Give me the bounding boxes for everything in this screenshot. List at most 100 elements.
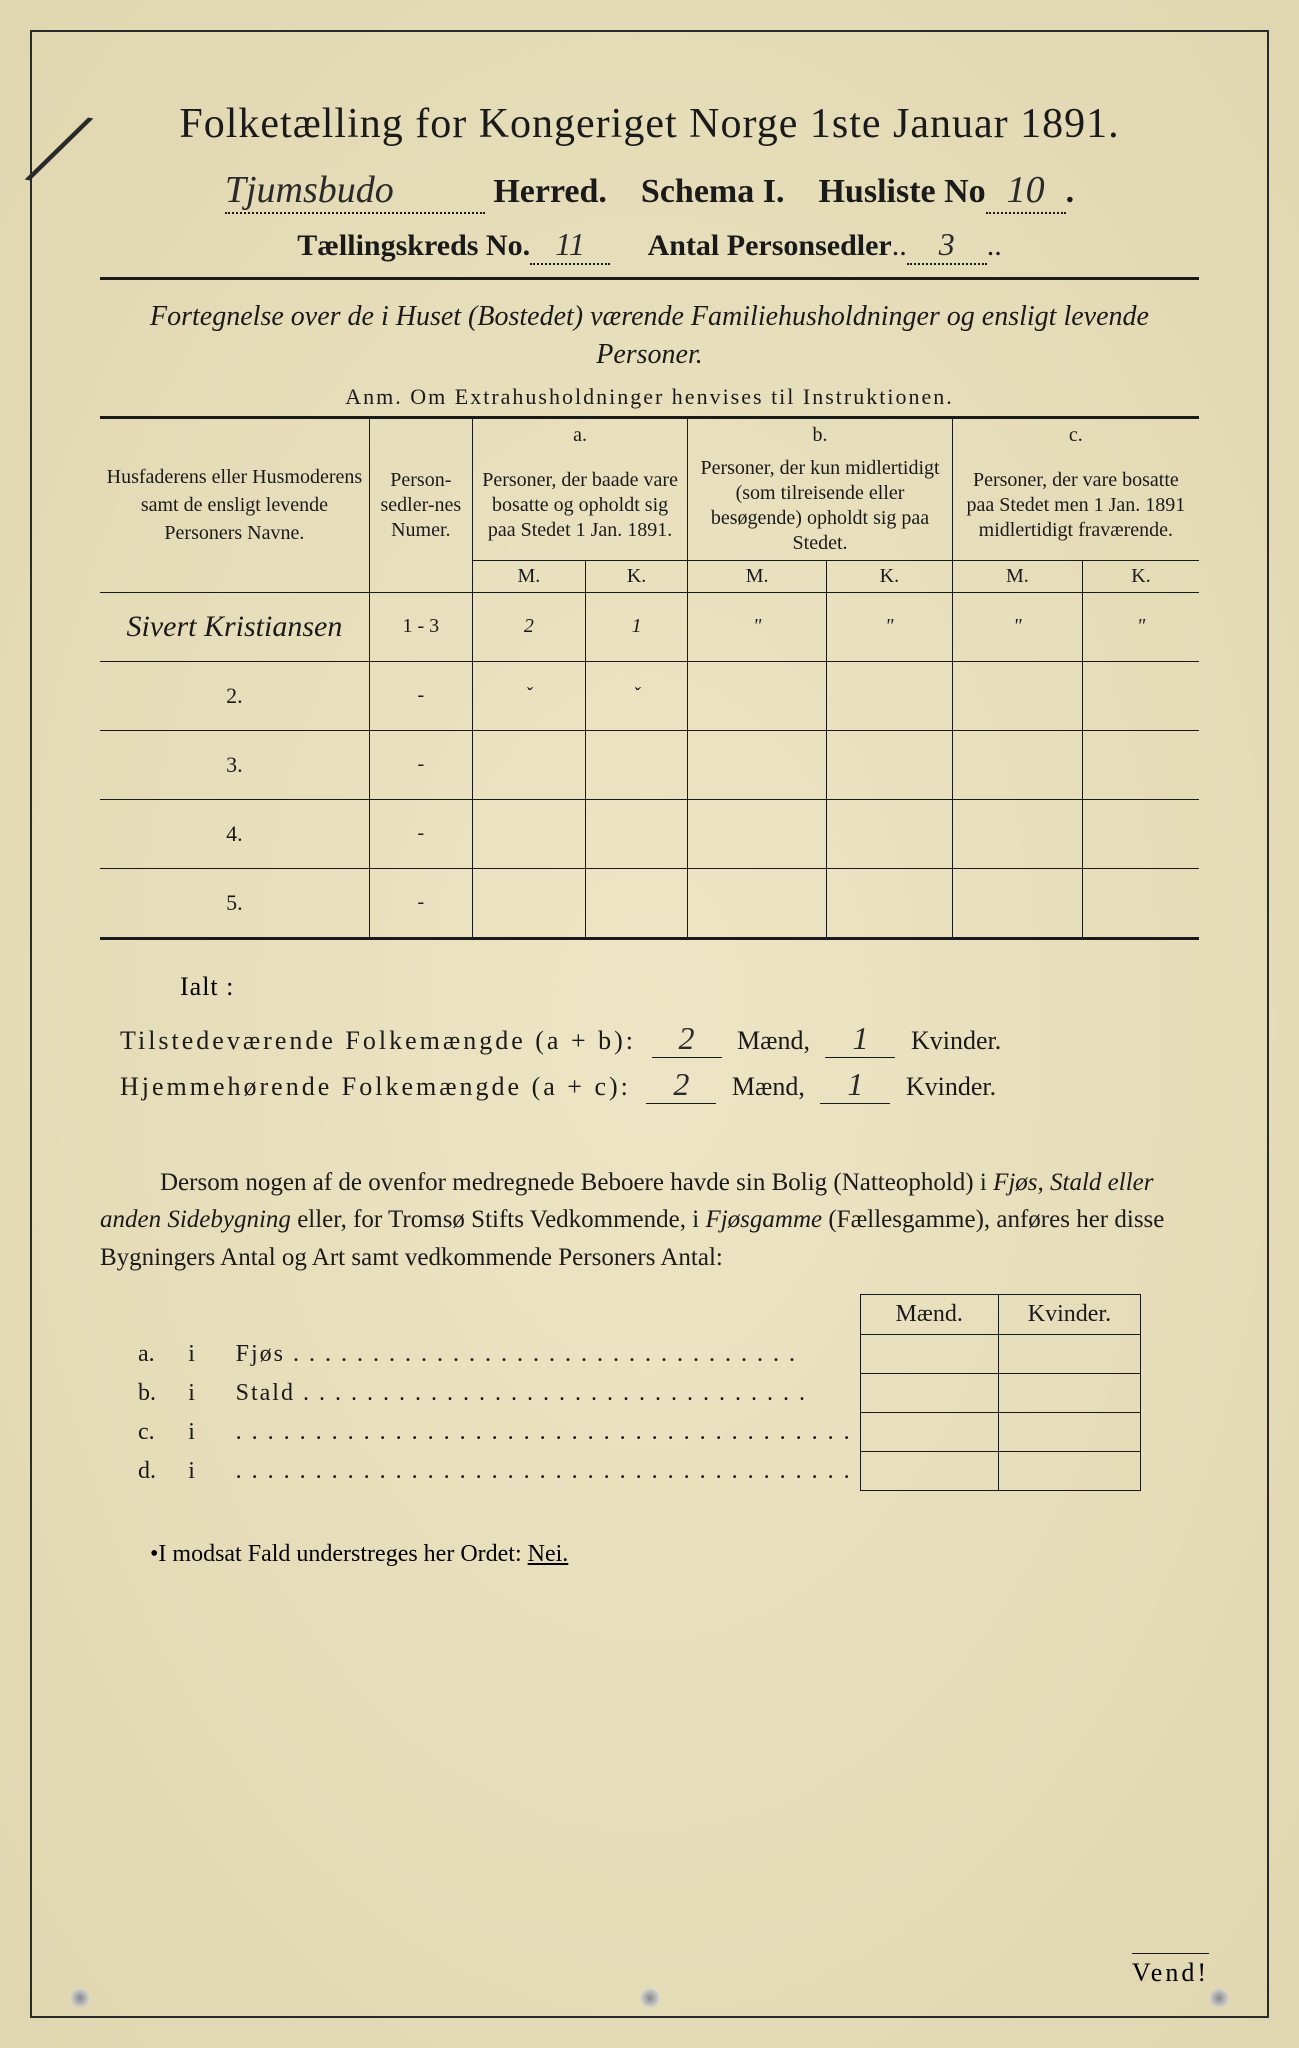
row1-cK: " (1083, 592, 1199, 661)
bolig-label-1-text: Stald (236, 1380, 295, 1406)
bolig-i3: i (180, 1452, 227, 1491)
row-name-1: Sivert Kristiansen (100, 592, 369, 661)
header-row-1: Husfaderens eller Husmoderens samt de en… (100, 417, 1199, 452)
header-line-2: Tjumsbudo Herred. Schema I. Husliste No1… (100, 168, 1199, 214)
bolig-i1: i (180, 1374, 227, 1413)
sum1-k: 1 (825, 1020, 895, 1058)
bolig-b: b. (130, 1374, 180, 1413)
bolig-k-0 (998, 1335, 1140, 1374)
bolig-label-3: . . . . . . . . . . . . . . . . . . . . … (228, 1452, 861, 1491)
bolig-row: c. i . . . . . . . . . . . . . . . . . .… (130, 1413, 1141, 1452)
punch-hole-icon (1209, 1988, 1229, 2008)
header-line-3: Tællingskreds No.11 Antal Personsedler..… (100, 226, 1199, 265)
sum2-m: 2 (646, 1066, 716, 1104)
bolig-k-3 (998, 1452, 1140, 1491)
bolig-row: a. i Fjøs . . . . . . . . . . . . . . . … (130, 1335, 1141, 1374)
c-m: M. (952, 560, 1082, 592)
sum2-maend: Mænd, (732, 1072, 805, 1101)
row1-cM: " (952, 592, 1082, 661)
bolig-m-0 (860, 1335, 998, 1374)
bolig-m-3 (860, 1452, 998, 1491)
table-row: 4. - (100, 799, 1199, 868)
table-row: Sivert Kristiansen 1 - 3 2 1 " " " " (100, 592, 1199, 661)
row2-num: 2. (226, 683, 243, 708)
row5-cM (952, 868, 1082, 938)
herred-label: Herred. (493, 173, 607, 210)
page-title: Folketælling for Kongeriget Norge 1ste J… (100, 100, 1199, 148)
para-text2: eller, for Tromsø Stifts Vedkommende, i (291, 1206, 706, 1233)
vend-label: Vend! (1132, 1953, 1209, 1988)
row1-bK: " (826, 592, 952, 661)
sum1-kvinder: Kvinder. (911, 1026, 1001, 1055)
row3-bK (826, 730, 952, 799)
bolig-kvinder-header: Kvinder. (998, 1295, 1140, 1335)
bolig-label-0-text: Fjøs (236, 1341, 285, 1367)
bolig-m-2 (860, 1413, 998, 1452)
row2-numer: - (369, 661, 472, 730)
row-name-3: 3. (100, 730, 369, 799)
bolig-label-0: Fjøs . . . . . . . . . . . . . . . . . .… (228, 1335, 861, 1374)
a-m: M. (472, 560, 585, 592)
row2-bM (688, 661, 827, 730)
row-name-2: 2. (100, 661, 369, 730)
sum1-maend: Mænd, (737, 1026, 810, 1055)
row4-numer: - (369, 799, 472, 868)
row2-cM (952, 661, 1082, 730)
summary-line-1: Tilstedeværende Folkemængde (a + b): 2 M… (120, 1020, 1199, 1058)
footer-note: •I modsat Fald understreges her Ordet: N… (150, 1541, 1199, 1568)
row3-numer: - (369, 730, 472, 799)
col-b-header: Personer, der kun midlertidigt (som tilr… (688, 452, 952, 561)
row5-bM (688, 868, 827, 938)
row2-aK: ˇ (585, 661, 688, 730)
col-a-label: a. (472, 417, 688, 452)
row3-cM (952, 730, 1082, 799)
bolig-k-1 (998, 1374, 1140, 1413)
husliste-label: Husliste No (818, 173, 985, 210)
footer-nei: Nei. (528, 1541, 569, 1567)
bolig-i2: i (180, 1413, 227, 1452)
row1-numer: 1 - 3 (369, 592, 472, 661)
content-area: Folketælling for Kongeriget Norge 1ste J… (70, 60, 1229, 1608)
table-row: 5. - (100, 868, 1199, 938)
antal-handwritten: 3 (907, 226, 987, 265)
kreds-handwritten: 11 (530, 226, 610, 265)
row5-num: 5. (226, 890, 243, 915)
row2-cK (1083, 661, 1199, 730)
a-k: K. (585, 560, 688, 592)
summary-line-2: Hjemmehørende Folkemængde (a + c): 2 Mæn… (120, 1066, 1199, 1104)
census-table: Husfaderens eller Husmoderens samt de en… (100, 416, 1199, 940)
punch-hole-icon (70, 1988, 90, 2008)
bolig-i: i (180, 1335, 227, 1374)
herred-handwritten: Tjumsbudo (225, 168, 485, 214)
husliste-handwritten: 10 (986, 168, 1066, 214)
kreds-label: Tællingskreds No. (297, 229, 530, 262)
census-page: ⁄ Folketælling for Kongeriget Norge 1ste… (0, 0, 1299, 2048)
table-row: 2. - ˇ ˇ (100, 661, 1199, 730)
bolig-k-2 (998, 1413, 1140, 1452)
table-row: 3. - (100, 730, 1199, 799)
row5-cK (1083, 868, 1199, 938)
row3-bM (688, 730, 827, 799)
row4-aM (472, 799, 585, 868)
row4-cK (1083, 799, 1199, 868)
bolig-row: b. i Stald . . . . . . . . . . . . . . .… (130, 1374, 1141, 1413)
row3-aK (585, 730, 688, 799)
bolig-row: d. i . . . . . . . . . . . . . . . . . .… (130, 1452, 1141, 1491)
bolig-label-1: Stald . . . . . . . . . . . . . . . . . … (228, 1374, 861, 1413)
row5-numer: - (369, 868, 472, 938)
bolig-table: Mænd. Kvinder. a. i Fjøs . . . . . . . .… (130, 1294, 1141, 1491)
punch-hole-icon (640, 1988, 660, 2008)
row5-aK (585, 868, 688, 938)
bolig-m-1 (860, 1374, 998, 1413)
bolig-d: d. (130, 1452, 180, 1491)
sum2-k: 1 (820, 1066, 890, 1104)
row4-num: 4. (226, 821, 243, 846)
row4-aK (585, 799, 688, 868)
bolig-paragraph: Dersom nogen af de ovenfor medregnede Be… (100, 1164, 1199, 1277)
row1-bM: " (688, 592, 827, 661)
b-m: M. (688, 560, 827, 592)
b-k: K. (826, 560, 952, 592)
divider-1 (100, 277, 1199, 280)
antal-label: Antal Personsedler (648, 229, 892, 262)
bolig-maend-header: Mænd. (860, 1295, 998, 1335)
